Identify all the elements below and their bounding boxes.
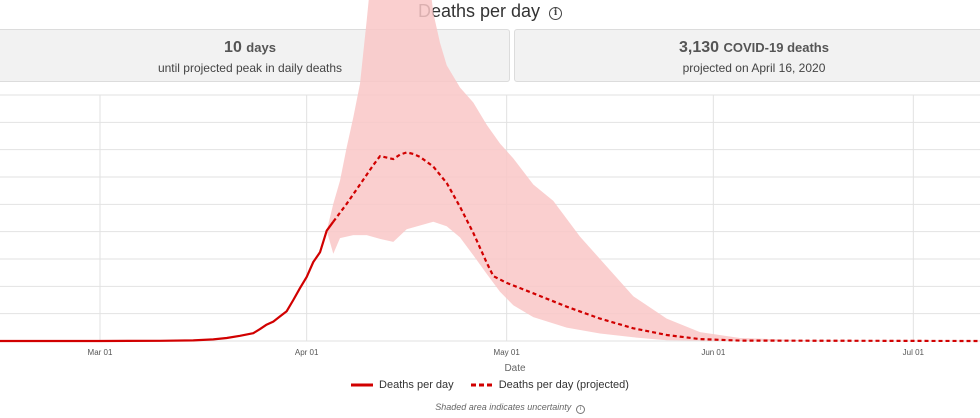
x-axis-label: Date <box>504 363 526 374</box>
info-icon-small[interactable]: i <box>575 405 585 414</box>
legend-item-projected[interactable]: Deaths per day (projected) <box>470 379 629 391</box>
series <box>0 151 980 343</box>
series-line-actual <box>0 221 335 343</box>
peak-days-unit: days <box>246 40 276 55</box>
uncertainty-area <box>326 0 980 341</box>
peak-deaths-value: 3,130 <box>679 39 720 56</box>
peak-days-caption: until projected peak in daily deaths <box>157 61 343 75</box>
peak-deaths-unit: COVID-19 deaths <box>723 40 829 55</box>
x-tick-label: Mar 01 <box>88 348 113 357</box>
dashed-line-swatch <box>470 383 493 387</box>
x-tick-label: Apr 01 <box>295 348 319 357</box>
peak-deaths-caption: projected on April 16, 2020 <box>682 61 826 75</box>
peak-deaths-value-line: 3,130 COVID-19 deaths <box>515 39 980 57</box>
uncertainty-band <box>326 0 980 341</box>
x-tick-label: Jul 01 <box>903 348 925 357</box>
info-icon[interactable]: i <box>549 7 563 20</box>
solid-line-swatch <box>351 383 374 387</box>
x-tick-label: Jun 01 <box>701 348 726 357</box>
x-tick-label: May 01 <box>494 348 521 357</box>
chart-title: Deaths per day i <box>0 1 980 22</box>
legend-label-projected: Deaths per day (projected) <box>498 379 629 391</box>
peak-days-value-line: 10 days <box>0 39 509 57</box>
legend: Deaths per day Deaths per day (projected… <box>0 379 980 391</box>
peak-deaths-card: 3,130 COVID-19 deaths projected on April… <box>514 29 980 82</box>
legend-item-actual[interactable]: Deaths per day <box>351 379 454 391</box>
chart-title-text: Deaths per day <box>417 1 541 21</box>
peak-days-value: 10 <box>224 39 242 56</box>
uncertainty-note: Shaded area indicates uncertainty i <box>0 402 980 414</box>
uncertainty-note-text: Shaded area indicates uncertainty <box>435 402 572 412</box>
series-line-projected <box>332 151 980 343</box>
legend-label-actual: Deaths per day <box>379 379 454 391</box>
x-axis-ticks: Mar 01 Apr 01 May 01 Jun 01 Jul 01 <box>88 348 925 357</box>
